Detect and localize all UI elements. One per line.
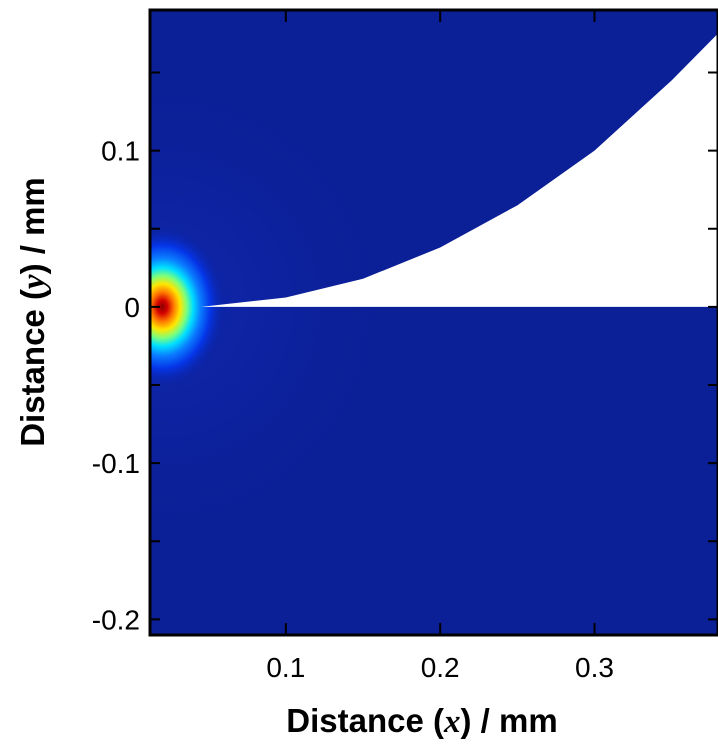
plot-area <box>150 10 718 635</box>
y-axis: 0.1 0 -0.1 -0.2 <box>92 71 718 635</box>
x-axis-title: Distance (x) / mm <box>286 702 557 740</box>
y-tick-label: 0 <box>124 292 140 323</box>
y-axis-title: Distance (y) / mm <box>14 177 52 447</box>
x-tick-label: 0.2 <box>421 652 460 683</box>
x-axis: 0.1 0.2 0.3 <box>266 10 614 683</box>
y-tick-label: -0.1 <box>92 448 140 479</box>
x-tick-label: 0.3 <box>575 652 614 683</box>
y-tick-label: -0.2 <box>92 604 140 635</box>
y-tick-label: 0.1 <box>101 136 140 167</box>
stress-hotspot <box>150 224 227 389</box>
crack-opening <box>200 33 718 307</box>
x-tick-label: 0.1 <box>266 652 305 683</box>
plot-frame <box>148 8 718 637</box>
